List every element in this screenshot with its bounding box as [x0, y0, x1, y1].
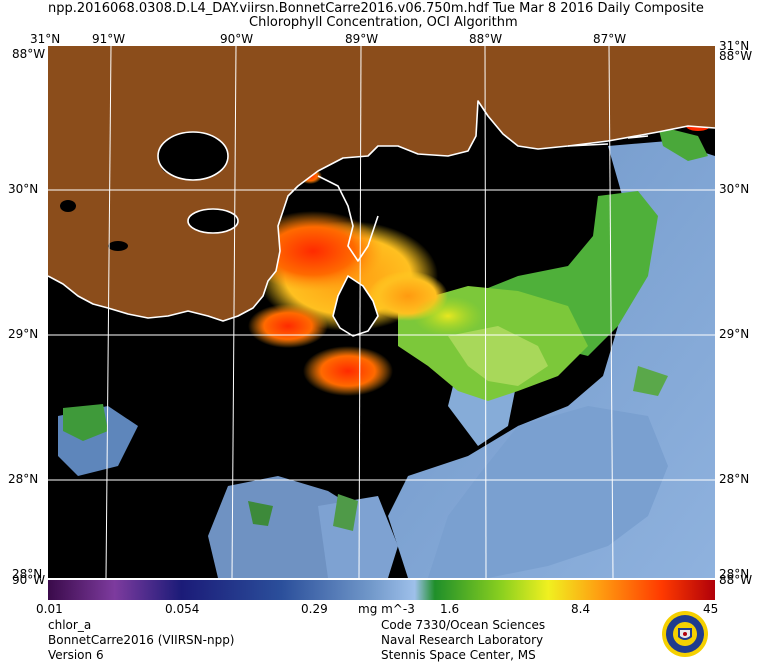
image-header-line1: npp.2016068.0308.D.L4_DAY.viirsn.BonnetC… — [48, 1, 704, 16]
footer-left-source: BonnetCarre2016 (VIIRSN-npp) — [48, 633, 235, 647]
lon-label-top-88: 88°W — [469, 32, 503, 46]
lat-label-right-30: 30°N — [719, 182, 750, 196]
lat-label-left-30: 30°N — [8, 182, 39, 196]
land-mass — [48, 46, 715, 321]
corner-lon-bottom-right: 88°W — [719, 573, 753, 587]
colorbar-tick-3: 1.6 — [440, 602, 460, 616]
lon-label-top-89: 89°W — [345, 32, 379, 46]
colorbar-tick-2: 0.29 — [301, 602, 328, 616]
corner-lat-top-left: 31°N — [30, 32, 61, 46]
image-header-line2: Chlorophyll Concentration, OCI Algorithm — [249, 15, 518, 30]
corner-lat-bottom-left: 28°N — [12, 567, 43, 581]
colorbar-gradient — [48, 580, 715, 600]
lat-label-left-29: 29°N — [8, 327, 39, 341]
lat-label-right-28: 28°N — [719, 472, 750, 486]
footer-left-product: chlor_a — [48, 618, 92, 632]
corner-lon-top-left: 88°W — [12, 47, 46, 61]
mississippi-delta — [333, 276, 378, 336]
lat-label-left-28: 28°N — [8, 472, 39, 486]
corner-lat-bottom-right: 28°N — [719, 567, 750, 581]
chlorophyll-map — [48, 46, 715, 578]
nrl-seal-icon — [662, 611, 708, 657]
colorbar — [48, 580, 715, 600]
lon-label-top-87: 87°W — [593, 32, 627, 46]
coastline — [48, 100, 715, 337]
lon-label-top-91: 91°W — [92, 32, 126, 46]
graticule — [48, 46, 715, 578]
lat-label-right-29: 29°N — [719, 327, 750, 341]
colorbar-tick-4: 8.4 — [571, 602, 591, 616]
lon-label-top-90: 90°W — [220, 32, 254, 46]
colorbar-tick-0: 0.01 — [36, 602, 63, 616]
footer-right-location: Stennis Space Center, MS — [381, 648, 536, 662]
colorbar-units: mg m^-3 — [358, 602, 415, 616]
colorbar-tick-1: 0.054 — [165, 602, 200, 616]
footer-left-version: Version 6 — [48, 648, 104, 662]
footer-right-lab: Naval Research Laboratory — [381, 633, 544, 647]
corner-lat-top-right: 31°N — [719, 39, 750, 53]
corner-lon-top-right: 88°W — [719, 49, 753, 63]
colorbar-tick-5: 45 — [703, 602, 719, 616]
corner-lon-bottom-left: 90°W — [12, 573, 46, 587]
footer-right-code: Code 7330/Ocean Sciences — [381, 618, 546, 632]
